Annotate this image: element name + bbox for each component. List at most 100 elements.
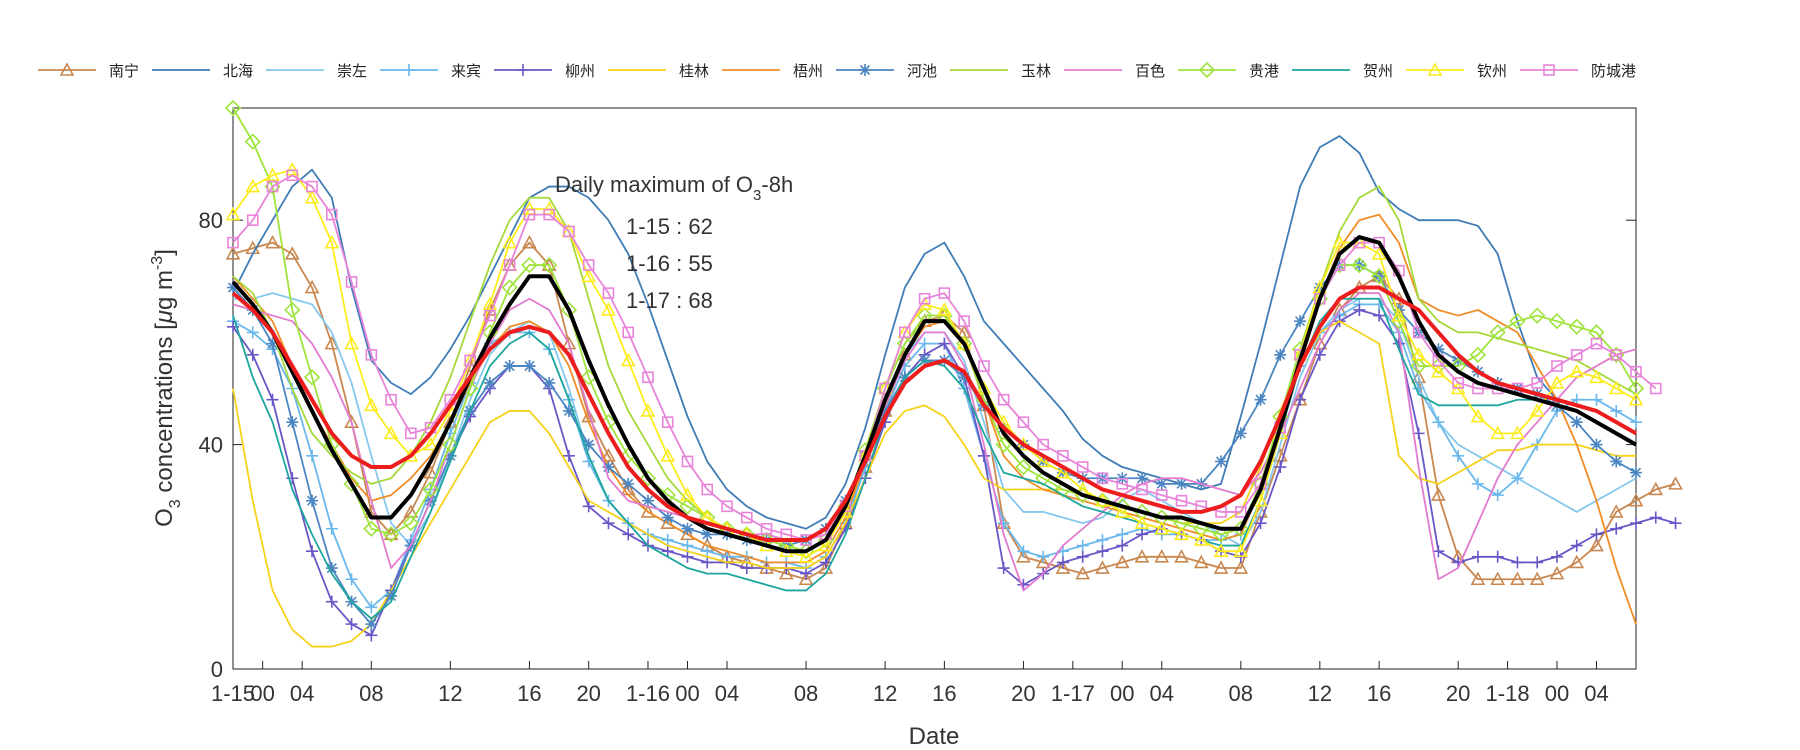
x-tick-label: 04 bbox=[1584, 681, 1608, 706]
data-point bbox=[1213, 543, 1229, 557]
data-point bbox=[938, 337, 951, 350]
data-point bbox=[997, 393, 1010, 406]
data-point bbox=[284, 246, 300, 260]
data-point bbox=[1549, 375, 1565, 389]
data-point bbox=[245, 178, 261, 193]
data-point bbox=[1590, 393, 1603, 406]
data-point bbox=[1491, 550, 1504, 563]
data-point bbox=[701, 528, 714, 541]
data-point bbox=[1543, 64, 1555, 76]
data-point bbox=[601, 302, 616, 316]
data-point bbox=[562, 404, 575, 417]
data-point bbox=[819, 556, 832, 569]
legend-label: 玉林 bbox=[1021, 62, 1051, 80]
data-point bbox=[306, 545, 319, 558]
data-point bbox=[721, 500, 733, 513]
data-point bbox=[1630, 416, 1642, 429]
data-point bbox=[1154, 521, 1170, 535]
x-tick-label: 16 bbox=[517, 681, 541, 706]
data-point bbox=[246, 326, 259, 339]
data-point bbox=[1627, 380, 1645, 397]
data-point bbox=[660, 515, 676, 529]
data-point bbox=[1134, 549, 1150, 563]
x-tick-label: 00 bbox=[1110, 681, 1134, 706]
annotation-line: 1-16 : 55 bbox=[626, 251, 713, 276]
data-point bbox=[1510, 425, 1525, 440]
data-point bbox=[1427, 62, 1443, 76]
data-point bbox=[501, 279, 518, 296]
data-point bbox=[1509, 313, 1526, 330]
data-point bbox=[365, 601, 378, 614]
series-桂林 bbox=[232, 320, 1636, 648]
data-point bbox=[582, 438, 595, 451]
data-point bbox=[582, 259, 595, 271]
data-point bbox=[1076, 539, 1089, 552]
series-line bbox=[232, 309, 1676, 637]
data-point bbox=[1193, 532, 1209, 546]
x-axis-label: Date bbox=[909, 723, 960, 750]
data-point bbox=[1549, 565, 1565, 580]
data-point bbox=[422, 481, 439, 498]
data-point bbox=[1253, 493, 1268, 507]
data-point bbox=[1531, 556, 1544, 569]
y-tick-label: 0 bbox=[211, 657, 223, 682]
data-point bbox=[306, 449, 319, 462]
data-point bbox=[582, 500, 595, 513]
data-point bbox=[1076, 550, 1089, 563]
data-point bbox=[423, 464, 438, 479]
data-point bbox=[997, 517, 1010, 530]
data-point bbox=[1529, 403, 1545, 417]
data-point bbox=[1568, 318, 1585, 335]
data-point bbox=[1511, 556, 1524, 569]
x-tick-label: 12 bbox=[1308, 681, 1332, 706]
data-point bbox=[639, 470, 657, 487]
data-point bbox=[1274, 461, 1287, 474]
data-point bbox=[365, 629, 378, 642]
annotation-box: Daily maximum of O3-8h 1-15 : 62 1-16 : 55… bbox=[555, 172, 793, 313]
data-point bbox=[561, 335, 577, 350]
data-point bbox=[1155, 477, 1168, 490]
data-point bbox=[1174, 549, 1189, 563]
data-point bbox=[1490, 425, 1506, 440]
data-point bbox=[224, 99, 242, 117]
x-tick-label: 08 bbox=[359, 681, 383, 706]
data-point bbox=[1610, 404, 1623, 417]
data-point bbox=[800, 567, 813, 580]
data-point bbox=[1135, 472, 1148, 485]
data-point bbox=[1412, 427, 1425, 440]
data-point bbox=[1353, 303, 1366, 316]
series-line bbox=[232, 135, 1637, 530]
data-point bbox=[1469, 346, 1487, 363]
data-point bbox=[521, 256, 538, 274]
data-point bbox=[265, 167, 280, 182]
data-point bbox=[581, 268, 597, 283]
data-point bbox=[385, 393, 397, 406]
data-point bbox=[1649, 511, 1662, 524]
legend-item: 百色 bbox=[1064, 62, 1165, 80]
data-point bbox=[402, 515, 419, 532]
data-point bbox=[859, 64, 871, 76]
data-point bbox=[937, 302, 952, 316]
plot-frame bbox=[232, 107, 1637, 670]
y-tick-label: 40 bbox=[199, 433, 223, 458]
data-point bbox=[1294, 315, 1307, 328]
data-point bbox=[363, 397, 379, 412]
data-point bbox=[995, 436, 1012, 453]
legend: 南宁 北海 崇左 来宾 柳州 桂林 梧州 河池 玉林 百色 贵港 贺州 钦州 防城港 bbox=[38, 61, 1636, 80]
data-point bbox=[1116, 528, 1129, 541]
data-point bbox=[1452, 377, 1464, 389]
legend-item: 防城港 bbox=[1520, 62, 1636, 80]
data-point bbox=[303, 369, 321, 386]
legend-item: 南宁 bbox=[38, 62, 139, 80]
legend-item: 河池 bbox=[836, 62, 937, 80]
data-point bbox=[560, 301, 578, 319]
data-point bbox=[1648, 481, 1664, 496]
data-point bbox=[1155, 489, 1168, 501]
data-point bbox=[1529, 571, 1545, 586]
data-point bbox=[484, 309, 496, 322]
data-point bbox=[1511, 472, 1524, 485]
annotation-line: 1-17 : 68 bbox=[626, 288, 713, 313]
data-point bbox=[1590, 438, 1603, 451]
legend-item: 贵港 bbox=[1178, 61, 1279, 80]
